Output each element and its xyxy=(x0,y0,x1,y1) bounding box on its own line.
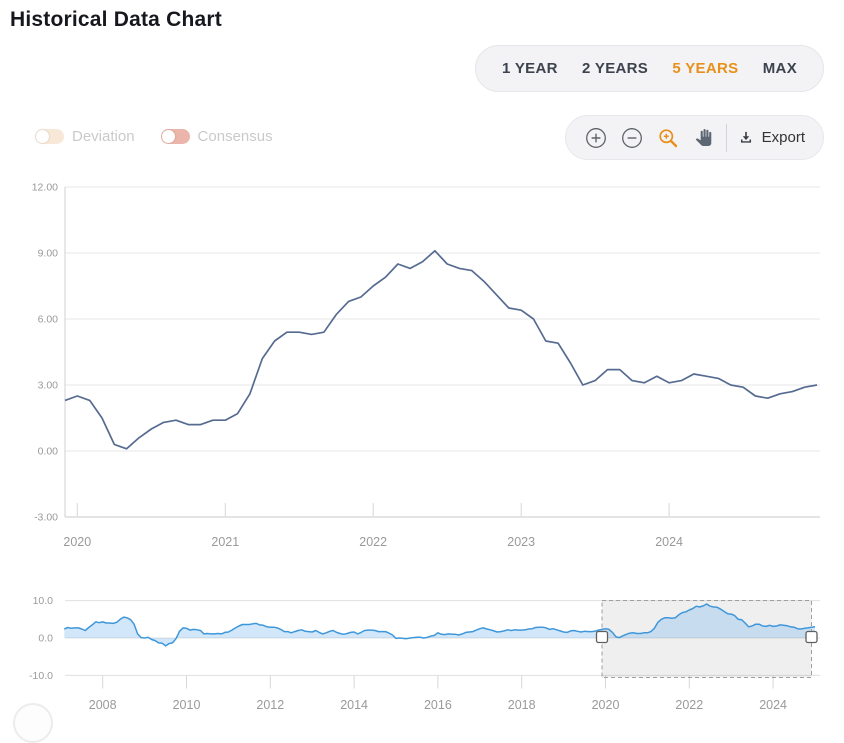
magnifier-plus-icon xyxy=(659,128,677,147)
range-option-5-years[interactable]: 5 YEARS xyxy=(672,60,739,77)
deviation-toggle-label: Deviation xyxy=(72,128,135,145)
x-tick-label: 2014 xyxy=(340,698,368,712)
y-tick-label: 3.00 xyxy=(38,380,59,392)
zoom-selection-button[interactable] xyxy=(650,119,686,157)
switch-knob xyxy=(161,130,175,143)
hand-icon xyxy=(695,129,712,146)
x-tick-label: 2010 xyxy=(173,698,201,712)
historical-data-chart-panel: Historical Data Chart 1 YEAR 2 YEARS 5 Y… xyxy=(0,8,844,743)
x-tick-label: 2022 xyxy=(675,698,703,712)
zoom-in-button[interactable] xyxy=(578,119,614,157)
range-option-2-years[interactable]: 2 YEARS xyxy=(582,60,649,77)
x-tick-label: 2016 xyxy=(424,698,452,712)
toolbar-divider xyxy=(725,123,727,152)
range-option-1-year[interactable]: 1 YEAR xyxy=(502,60,558,77)
x-tick-label: 2022 xyxy=(359,535,387,549)
series-line xyxy=(64,249,818,450)
download-icon xyxy=(740,131,751,143)
x-tick-label: 2008 xyxy=(89,698,117,712)
range-option-max[interactable]: MAX xyxy=(762,60,797,77)
x-tick-label: 2024 xyxy=(655,535,683,549)
y-tick-label: -10.0 xyxy=(29,670,53,682)
switch-knob xyxy=(36,130,49,143)
circle-minus-icon xyxy=(621,127,642,148)
y-tick-label: 0.00 xyxy=(38,446,59,458)
x-tick-label: 2020 xyxy=(63,535,91,549)
range-selector: 1 YEAR 2 YEARS 5 YEARS MAX xyxy=(475,45,824,92)
navigator-handle-right[interactable] xyxy=(805,630,818,644)
main-chart[interactable]: -3.00 0.00 3.00 6.00 9.00 12.00 2020 2021 2022 20… xyxy=(0,170,844,556)
y-tick-label: -3.00 xyxy=(34,512,58,524)
y-tick-label: 9.00 xyxy=(38,248,59,260)
navigator-handle-left[interactable] xyxy=(595,630,609,644)
consensus-toggle-label: Consensus xyxy=(197,128,273,145)
deviation-switch-icon xyxy=(35,129,64,144)
chart-toolbar: Export xyxy=(565,115,824,160)
series-line xyxy=(64,603,816,647)
y-tick-label: 6.00 xyxy=(38,314,59,326)
zoom-out-button[interactable] xyxy=(614,119,650,157)
x-tick-label: 2024 xyxy=(759,698,787,712)
consensus-toggle[interactable]: Consensus xyxy=(160,128,273,145)
navigator-chart[interactable]: -10.0 0.0 10.0 2008 2010 2012 2014 2016 2018 2020… xyxy=(0,585,844,716)
export-button-label: Export xyxy=(761,129,805,146)
page-title: Historical Data Chart xyxy=(10,8,222,31)
series-area xyxy=(64,604,816,646)
x-tick-label: 2021 xyxy=(211,535,239,549)
x-tick-label: 2023 xyxy=(507,535,535,549)
consensus-switch-icon xyxy=(160,129,190,144)
series-toggles: Deviation Consensus xyxy=(35,128,273,145)
deviation-toggle[interactable]: Deviation xyxy=(35,128,135,145)
x-tick-label: 2018 xyxy=(508,698,536,712)
x-tick-label: 2012 xyxy=(256,698,284,712)
x-tick-label: 2020 xyxy=(592,698,620,712)
y-tick-label: 10.0 xyxy=(33,595,54,607)
y-tick-label: 0.0 xyxy=(38,633,53,645)
circle-plus-icon xyxy=(586,127,606,148)
y-tick-label: 12.00 xyxy=(32,182,58,194)
pan-button[interactable] xyxy=(686,119,722,157)
floating-button-partial xyxy=(13,703,53,743)
export-button[interactable]: Export xyxy=(733,129,809,147)
